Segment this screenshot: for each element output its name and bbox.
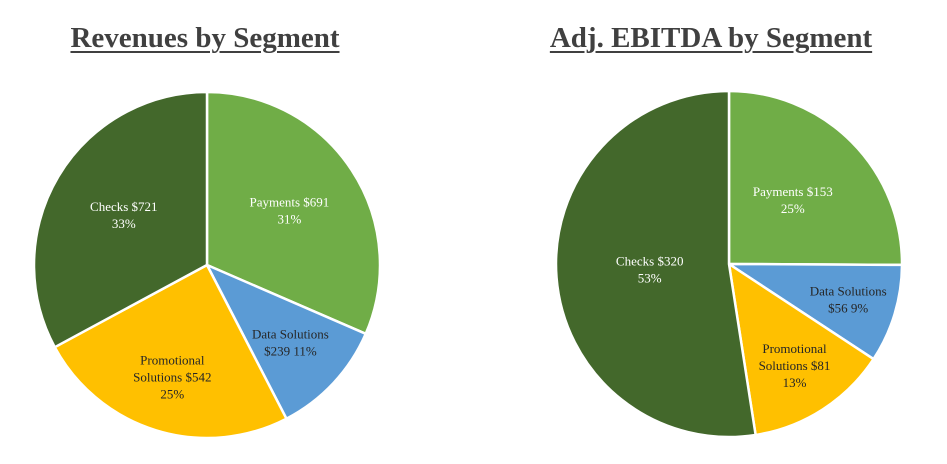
data-label-line: Promotional: [140, 352, 205, 367]
data-label-line: 31%: [277, 211, 301, 226]
pie-slice-payments: [727, 89, 904, 267]
revenues-chart: Revenues by Segment Payments $691 31% Data…: [0, 0, 420, 464]
data-label-checks: Checks $320 53%: [616, 254, 684, 286]
data-label-data-solutions: Data Solutions $56 9%: [810, 284, 887, 316]
chart-title: Revenues by Segment: [70, 22, 340, 54]
data-label-promotional-solutions: Promotional Solutions $542 25%: [133, 352, 211, 401]
data-label-line: 33%: [112, 216, 136, 231]
pie-slice-data-solutions: [727, 262, 904, 361]
data-label-line: $239 11%: [264, 343, 317, 358]
data-label-line: Payments $153: [753, 184, 833, 199]
data-label-line: Payments $691: [249, 194, 329, 209]
pie-slice-payments: [205, 90, 382, 336]
data-label-line: 25%: [160, 386, 184, 401]
pie-slice-checks: [32, 90, 209, 349]
data-label-checks: Checks $721 33%: [90, 199, 158, 231]
data-label-line: Promotional: [762, 341, 827, 356]
pie-slice-promotional-solutions: [53, 263, 288, 440]
data-label-payments: Payments $153 25%: [753, 184, 833, 216]
pie-slice-checks: [554, 89, 757, 439]
data-label-promotional-solutions: Promotional Solutions $81 13%: [759, 341, 831, 390]
data-label-payments: Payments $691 31%: [249, 194, 329, 226]
revenues-pie: Payments $691 31% Data Solutions $239 11% Pr…: [32, 90, 382, 440]
data-label-line: Checks $320: [616, 254, 684, 269]
data-label-line: 13%: [783, 375, 807, 390]
ebitda-pie: Payments $153 25% Data Solutions $56 9% Prom…: [554, 89, 904, 439]
data-label-line: Checks $721: [90, 199, 158, 214]
data-label-data-solutions: Data Solutions $239 11%: [252, 326, 329, 358]
data-label-line: 53%: [638, 271, 662, 286]
data-label-line: Data Solutions: [252, 326, 329, 341]
data-label-line: 25%: [781, 201, 805, 216]
ebitda-chart: Adj. EBITDA by Segment Payments $153 25% D…: [527, 0, 947, 464]
pie-slice-data-solutions: [205, 263, 367, 420]
pie-slice-promotional-solutions: [727, 262, 875, 437]
data-label-line: Solutions $542: [133, 369, 211, 384]
data-label-line: Solutions $81: [759, 358, 831, 373]
chart-title: Adj. EBITDA by Segment: [549, 22, 873, 54]
data-label-line: Data Solutions: [810, 284, 887, 299]
data-label-line: $56 9%: [828, 301, 868, 316]
